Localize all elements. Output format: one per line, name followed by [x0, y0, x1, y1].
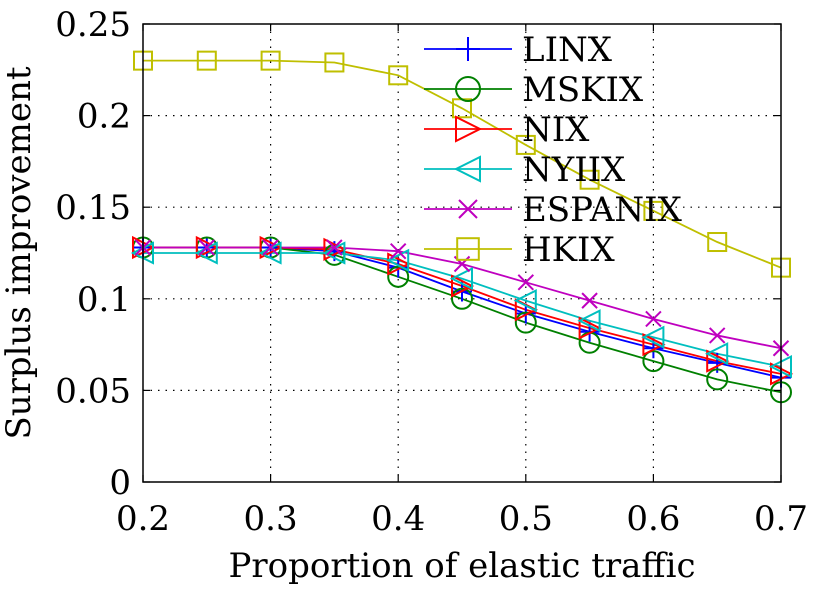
marker-square — [456, 237, 480, 261]
marker-square — [579, 169, 600, 190]
y-tick-label: 0 — [109, 463, 131, 503]
marker-circle — [642, 350, 665, 373]
marker-square — [643, 200, 664, 221]
marker-x — [581, 292, 598, 309]
y-tick-label: 0.25 — [55, 5, 131, 45]
marker-circle — [455, 76, 481, 102]
y-tick-label: 0.1 — [77, 280, 131, 320]
plot-frame — [142, 23, 782, 483]
marker-square — [324, 52, 345, 73]
legend-label: HKIX — [522, 230, 615, 270]
y-tick-labels: 0 0.05 0.1 0.15 0.2 0.25 — [55, 5, 131, 503]
legend-item-hkix: HKIX — [424, 230, 615, 270]
marker-circle — [451, 287, 473, 310]
marker-square — [196, 50, 217, 71]
marker-x — [458, 199, 478, 219]
y-tick-label: 0.15 — [55, 188, 131, 228]
legend-label: LINX — [522, 30, 613, 70]
marker-triangle-right — [455, 115, 483, 143]
series-line-nyiix — [143, 252, 782, 368]
marker-x — [517, 274, 535, 291]
x-tick-label: 0.7 — [754, 499, 808, 539]
marker-triangle-left — [453, 155, 481, 183]
marker-square — [515, 134, 536, 155]
legend-label: NYIIX — [522, 150, 626, 190]
marker-triangle-left — [704, 342, 729, 366]
marker-triangle-left — [577, 309, 601, 333]
marker-triangle-right — [259, 235, 283, 260]
marker-x — [708, 327, 726, 344]
x-tick-label: 0.3 — [244, 499, 298, 539]
marker-circle — [514, 311, 537, 334]
marker-square — [260, 50, 281, 71]
series-line-hkix — [143, 59, 782, 269]
marker-triangle-right — [451, 274, 475, 298]
legend-item-linx: LINX — [424, 30, 613, 70]
marker-triangle-left — [513, 289, 537, 313]
marker-x — [262, 239, 279, 256]
marker-triangle-right — [387, 252, 411, 276]
marker-triangle-right — [578, 316, 602, 340]
legend-label: ESPANIX — [522, 190, 683, 230]
legend-label: NIX — [522, 110, 590, 150]
y-tick-label: 0.05 — [55, 371, 131, 411]
legend-item-espanix: ESPANIX — [424, 190, 683, 230]
x-tick-label: 0.2 — [116, 499, 170, 539]
x-tick-labels: 0.2 0.3 0.4 0.5 0.6 0.7 — [116, 499, 808, 539]
marker-plus — [456, 37, 480, 61]
legend-item-nix: NIX — [424, 110, 590, 150]
marker-triangle-right — [642, 332, 666, 357]
x-tick-label: 0.5 — [499, 499, 553, 539]
marker-triangle-right — [706, 349, 730, 373]
x-tick-label: 0.4 — [371, 499, 425, 539]
marker-triangle-left — [385, 248, 410, 272]
legend-label: MSKIX — [522, 70, 644, 110]
marker-triangle-left — [449, 267, 473, 291]
marker-triangle-left — [641, 325, 665, 349]
x-tick-label: 0.6 — [626, 499, 680, 539]
axis-ticks — [142, 23, 782, 483]
y-tick-label: 0.2 — [77, 97, 131, 137]
series-markers-nix — [132, 235, 794, 386]
marker-square — [388, 65, 409, 86]
marker-x — [326, 239, 343, 256]
marker-square — [707, 232, 728, 253]
marker-x — [389, 242, 407, 260]
marker-triangle-right — [323, 237, 347, 261]
y-axis-label: Surplus improvement — [0, 66, 39, 439]
grid-lines — [143, 24, 781, 482]
x-axis-label: Proportion of elastic traffic — [228, 546, 695, 586]
marker-circle — [706, 368, 729, 391]
marker-circle — [387, 265, 410, 288]
marker-x — [198, 239, 216, 256]
legend-item-nyiix: NYIIX — [424, 150, 626, 190]
legend-item-mskix: MSKIX — [424, 70, 644, 110]
marker-x — [645, 310, 662, 328]
marker-triangle-right — [195, 235, 220, 260]
